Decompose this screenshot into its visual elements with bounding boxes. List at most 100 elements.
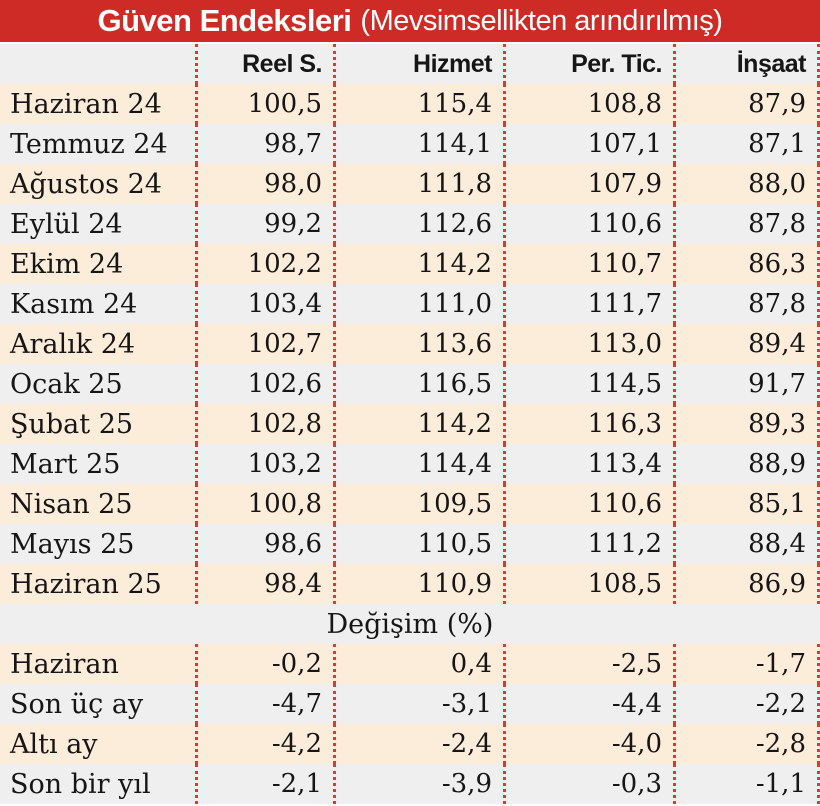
page-title: Güven Endeksleri — [97, 3, 352, 38]
cell-value: -2,8 — [673, 724, 817, 764]
row-label: Nisan 25 — [10, 488, 133, 520]
cell-value: 86,9 — [673, 564, 817, 604]
cell-value: 113,4 — [503, 444, 673, 484]
cell-value: 110,6 — [503, 204, 673, 244]
cell-value: 102,8 — [195, 404, 333, 444]
cell-value: 98,0 — [195, 164, 333, 204]
row-label: Ekim 24 — [10, 248, 124, 280]
table-row: Son üç ay -4,7 -3,1 -4,4 -2,2 — [0, 684, 820, 724]
cell-value: -4,0 — [503, 724, 673, 764]
table-row: Eylül 24 99,2 112,6 110,6 87,8 — [0, 204, 820, 244]
cell-value: 98,4 — [195, 564, 333, 604]
cell-value: 108,8 — [503, 84, 673, 124]
row-label: Aralık 24 — [10, 328, 136, 360]
column-header-insaat: İnşaat — [673, 44, 817, 84]
cell-value: -4,4 — [503, 684, 673, 724]
table-row: Temmuz 24 98,7 114,1 107,1 87,1 — [0, 124, 820, 164]
cell-value: 85,1 — [673, 484, 817, 524]
row-label: Mayıs 25 — [10, 528, 135, 560]
table-row: Haziran -0,2 0,4 -2,5 -1,7 — [0, 644, 820, 684]
cell-value: 112,6 — [333, 204, 503, 244]
table-header-row: Reel S. Hizmet Per. Tic. İnşaat — [0, 44, 820, 84]
cell-value: 88,0 — [673, 164, 817, 204]
row-label: Temmuz 24 — [10, 128, 168, 160]
cell-value: 110,9 — [333, 564, 503, 604]
title-bar: Güven Endeksleri (Mevsimsellikten arındı… — [0, 0, 820, 44]
cell-value: -1,1 — [673, 764, 817, 804]
cell-value: 107,1 — [503, 124, 673, 164]
section-label: Değişim (%) — [326, 608, 494, 640]
column-header-hizmet: Hizmet — [333, 44, 503, 84]
cell-value: -0,3 — [503, 764, 673, 804]
cell-value: 100,5 — [195, 84, 333, 124]
cell-value: 115,4 — [333, 84, 503, 124]
cell-value: -3,1 — [333, 684, 503, 724]
cell-value: 88,4 — [673, 524, 817, 564]
column-header-per-tic: Per. Tic. — [503, 44, 673, 84]
cell-value: 103,2 — [195, 444, 333, 484]
cell-value: 89,3 — [673, 404, 817, 444]
cell-value: 110,7 — [503, 244, 673, 284]
row-label: Haziran — [10, 648, 119, 680]
page-subtitle: (Mevsimsellikten arındırılmış) — [360, 4, 723, 37]
cell-value: 91,7 — [673, 364, 817, 404]
column-header-reel-s: Reel S. — [195, 44, 333, 84]
cell-value: 116,3 — [503, 404, 673, 444]
table-row: Nisan 25 100,8 109,5 110,6 85,1 — [0, 484, 820, 524]
table-row: Mayıs 25 98,6 110,5 111,2 88,4 — [0, 524, 820, 564]
cell-value: 99,2 — [195, 204, 333, 244]
cell-value: 111,8 — [333, 164, 503, 204]
cell-value: 108,5 — [503, 564, 673, 604]
cell-value: 107,9 — [503, 164, 673, 204]
cell-value: 87,8 — [673, 204, 817, 244]
row-label: Haziran 25 — [10, 568, 162, 600]
cell-value: 87,9 — [673, 84, 817, 124]
cell-value: 98,6 — [195, 524, 333, 564]
cell-value: -4,7 — [195, 684, 333, 724]
table-row: Ekim 24 102,2 114,2 110,7 86,3 — [0, 244, 820, 284]
cell-value: -2,5 — [503, 644, 673, 684]
row-label: Altı ay — [10, 728, 98, 760]
section-header-degisim: Değişim (%) — [0, 604, 820, 644]
cell-value: 111,0 — [333, 284, 503, 324]
cell-value: 86,3 — [673, 244, 817, 284]
cell-value: 110,5 — [333, 524, 503, 564]
row-label: Son üç ay — [10, 688, 144, 720]
cell-value: -0,2 — [195, 644, 333, 684]
row-label: Şubat 25 — [10, 408, 134, 440]
cell-value: 110,6 — [503, 484, 673, 524]
cell-value: 116,5 — [333, 364, 503, 404]
cell-value: 111,7 — [503, 284, 673, 324]
cell-value: 102,2 — [195, 244, 333, 284]
table-row: Mart 25 103,2 114,4 113,4 88,9 — [0, 444, 820, 484]
row-label: Haziran 24 — [10, 88, 162, 120]
cell-value: 111,2 — [503, 524, 673, 564]
table-row: Altı ay -4,2 -2,4 -4,0 -2,8 — [0, 724, 820, 764]
cell-value: 114,5 — [503, 364, 673, 404]
cell-value: 87,1 — [673, 124, 817, 164]
cell-value: 109,5 — [333, 484, 503, 524]
cell-value: 89,4 — [673, 324, 817, 364]
cell-value: 113,6 — [333, 324, 503, 364]
cell-value: -1,7 — [673, 644, 817, 684]
cell-value: 114,4 — [333, 444, 503, 484]
table-row: Ocak 25 102,6 116,5 114,5 91,7 — [0, 364, 820, 404]
cell-value: -4,2 — [195, 724, 333, 764]
row-label: Eylül 24 — [10, 208, 123, 240]
table-row: Haziran 24 100,5 115,4 108,8 87,9 — [0, 84, 820, 124]
cell-value: -3,9 — [333, 764, 503, 804]
corner-cell — [0, 44, 195, 84]
table-row: Şubat 25 102,8 114,2 116,3 89,3 — [0, 404, 820, 444]
cell-value: 102,7 — [195, 324, 333, 364]
cell-value: 0,4 — [333, 644, 503, 684]
cell-value: -2,2 — [673, 684, 817, 724]
table-row: Ağustos 24 98,0 111,8 107,9 88,0 — [0, 164, 820, 204]
cell-value: 87,8 — [673, 284, 817, 324]
cell-value: 114,2 — [333, 244, 503, 284]
table-row: Son bir yıl -2,1 -3,9 -0,3 -1,1 — [0, 764, 820, 804]
cell-value: 102,6 — [195, 364, 333, 404]
table-row: Kasım 24 103,4 111,0 111,7 87,8 — [0, 284, 820, 324]
row-label: Mart 25 — [10, 448, 121, 480]
table-row: Haziran 25 98,4 110,9 108,5 86,9 — [0, 564, 820, 604]
row-label: Ocak 25 — [10, 368, 123, 400]
